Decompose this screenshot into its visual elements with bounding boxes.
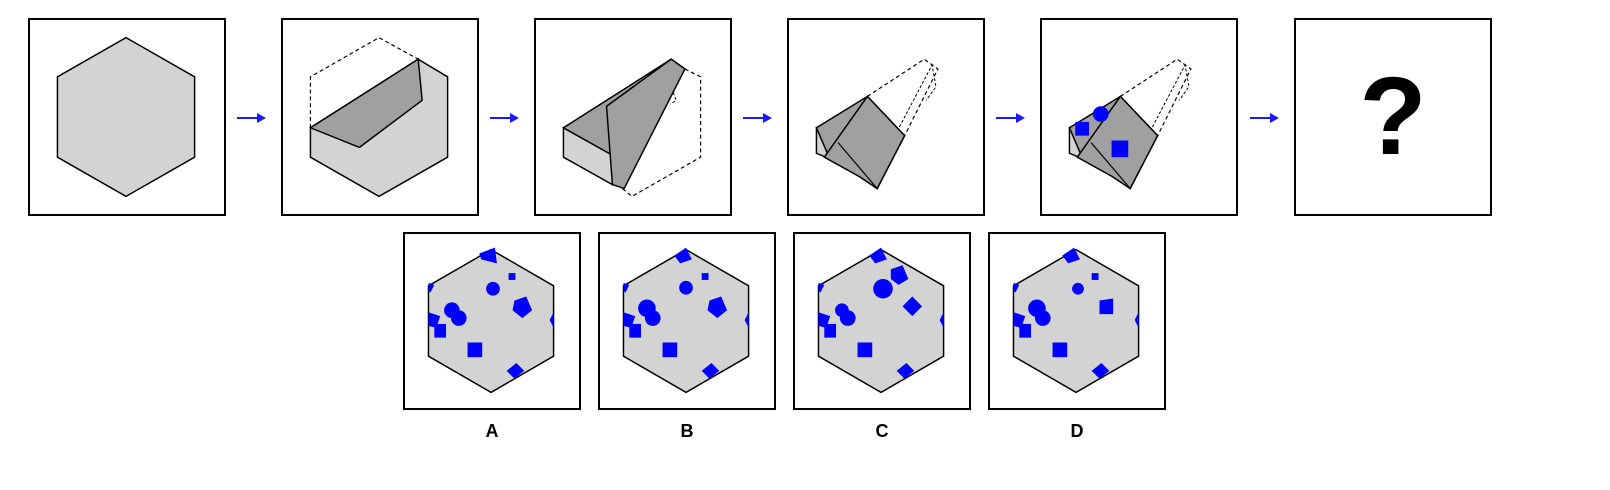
option-d-label[interactable]: D [1070,421,1084,441]
square-hole [1111,140,1129,158]
right-arrow-icon [743,113,772,123]
right-arrow-icon [490,113,519,123]
option-d[interactable] [988,232,1166,410]
step-panel-1 [28,18,226,216]
hexagon-sheet [56,36,196,198]
right-arrow-icon [1250,113,1279,123]
square-hole [1075,121,1090,136]
punched-shapes-figure [1068,58,1192,190]
question-mark: ? [1359,55,1427,178]
option-d-figure [1012,247,1140,394]
option-c-label[interactable]: C [875,421,889,441]
folded-flap [605,58,686,190]
option-a-label[interactable]: A [485,421,499,441]
fold-3-figure [815,58,939,190]
option-a-figure [427,247,555,394]
right-arrow-icon [996,113,1025,123]
fold-2-figure [562,58,702,198]
folded-flap [823,95,906,190]
question-panel: ? [1294,18,1492,216]
option-b-label[interactable]: B [680,421,694,441]
step-panel-3 [534,18,732,216]
right-arrow-icon [237,113,266,123]
folded-flap [308,57,423,149]
circle-hole [1092,106,1109,122]
option-b[interactable] [598,232,776,410]
option-b-figure [622,247,750,394]
option-c-figure [817,247,945,394]
step-panel-5 [1040,18,1238,216]
hexagon-sheet-figure [56,36,196,198]
option-c[interactable] [793,232,971,410]
option-a[interactable] [403,232,581,410]
fold-1-figure [308,36,449,198]
step-panel-4 [787,18,985,216]
step-panel-2 [281,18,479,216]
